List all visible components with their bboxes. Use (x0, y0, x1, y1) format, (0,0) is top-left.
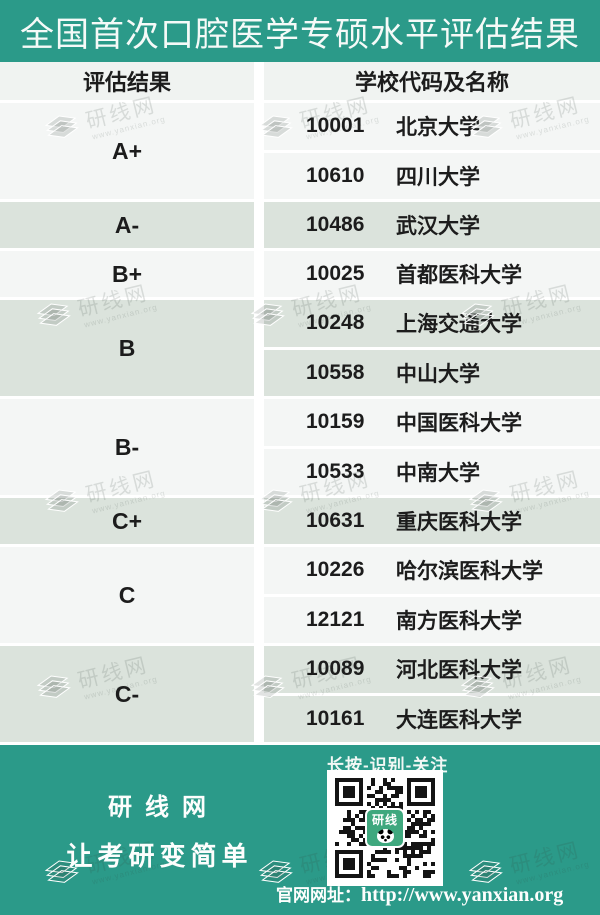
group-rows: A+ 10001 北京大学 10610 四川大学 A- 10486 武汉大学 B+ 10025 首都… (0, 103, 600, 742)
school-list: 10159 中国医科大学 10533 中南大学 (264, 399, 600, 495)
school-row: 10533 中南大学 (264, 445, 600, 495)
grade-group: C- 10089 河北医科大学 10161 大连医科大学 (0, 646, 600, 742)
grade-group: C 10226 哈尔滨医科大学 12121 南方医科大学 (0, 547, 600, 643)
grade-label: A- (114, 211, 140, 238)
site-url-label: 官网网址： (276, 886, 361, 905)
panda-icon (376, 828, 394, 843)
school-name: 中南大学 (396, 461, 480, 485)
school-row: 10558 中山大学 (264, 346, 600, 396)
grade-cell: C- (0, 646, 254, 742)
school-name: 中山大学 (396, 362, 480, 386)
grade-label: B- (114, 433, 140, 460)
footer: 长按-识别-关注 研线 研线网 让考研变简单 官网网址：http://www.y… (0, 745, 600, 915)
school-code: 10161 (306, 706, 365, 730)
school-row: 10025 首都医科大学 (264, 251, 600, 297)
school-code: 10226 (306, 558, 365, 582)
school-name: 武汉大学 (396, 215, 480, 238)
school-row: 10089 河北医科大学 (264, 646, 600, 693)
school-code: 10533 (306, 459, 365, 483)
grade-group: B 10248 上海交通大学 10558 中山大学 (0, 300, 600, 396)
grade-group: B+ 10025 首都医科大学 (0, 251, 600, 297)
school-row: 10248 上海交通大学 (264, 300, 600, 347)
brand-name: 研线网 (108, 794, 219, 821)
school-code: 10631 (306, 509, 365, 532)
header-cell-school: 学校代码及名称 (264, 62, 600, 100)
school-row: 10631 重庆医科大学 (264, 498, 600, 544)
brand-slogan: 研线网 让考研变简单 (32, 787, 282, 873)
school-list: 10089 河北医科大学 10161 大连医科大学 (264, 646, 600, 742)
grade-cell: B (0, 300, 254, 396)
site-url-line: 官网网址：http://www.yanxian.org (276, 881, 563, 907)
school-code: 10025 (306, 262, 365, 285)
school-name: 河北医科大学 (396, 659, 522, 683)
grade-cell: A- (0, 202, 254, 248)
school-code: 10610 (306, 163, 365, 187)
grade-group: A+ 10001 北京大学 10610 四川大学 (0, 103, 600, 199)
school-name: 哈尔滨医科大学 (396, 560, 543, 584)
grade-cell: C (0, 547, 254, 643)
school-code: 12121 (306, 607, 365, 631)
school-name: 首都医科大学 (396, 264, 522, 287)
brand-tagline: 让考研变简单 (66, 841, 253, 871)
school-row: 10226 哈尔滨医科大学 (264, 547, 600, 594)
grade-label: B+ (111, 260, 143, 287)
school-row: 10159 中国医科大学 (264, 399, 600, 446)
school-list: 10248 上海交通大学 10558 中山大学 (264, 300, 600, 396)
school-code: 10486 (306, 213, 365, 236)
school-code: 10159 (306, 410, 365, 434)
school-list: 10025 首都医科大学 (264, 251, 600, 297)
grade-label: A+ (111, 137, 143, 164)
banner: 全国首次口腔医学专硕水平评估结果 (0, 0, 600, 62)
grade-group: B- 10159 中国医科大学 10533 中南大学 (0, 399, 600, 495)
school-name: 北京大学 (396, 116, 480, 140)
site-url: http://www.yanxian.org (361, 884, 564, 906)
grade-group: A- 10486 武汉大学 (0, 202, 600, 248)
school-list: 10001 北京大学 10610 四川大学 (264, 103, 600, 199)
school-name: 中国医科大学 (396, 412, 522, 436)
school-list: 10226 哈尔滨医科大学 12121 南方医科大学 (264, 547, 600, 643)
qr-logo-text: 研线 (371, 812, 398, 827)
grade-label: C+ (111, 507, 143, 534)
school-row: 10610 四川大学 (264, 149, 600, 199)
results-table: 评估结果 学校代码及名称 A+ 10001 北京大学 10610 四川大学 A- 10486… (0, 62, 600, 742)
qr-logo: 研线 (365, 808, 405, 848)
grade-cell: A+ (0, 103, 254, 199)
school-row: 10001 北京大学 (264, 103, 600, 150)
table-header: 评估结果 学校代码及名称 (0, 62, 600, 100)
school-code: 10558 (306, 360, 365, 384)
grade-cell: C+ (0, 498, 254, 544)
grade-cell: B+ (0, 251, 254, 297)
school-code: 10089 (306, 657, 365, 681)
school-name: 重庆医科大学 (396, 511, 522, 534)
grade-cell: B- (0, 399, 254, 495)
school-row: 10486 武汉大学 (264, 202, 600, 248)
school-list: 10631 重庆医科大学 (264, 498, 600, 544)
school-row: 12121 南方医科大学 (264, 593, 600, 643)
school-code: 10248 (306, 311, 365, 335)
grade-label: C- (114, 680, 140, 707)
school-name: 上海交通大学 (396, 313, 522, 337)
school-code: 10001 (306, 114, 365, 138)
grade-label: B (118, 334, 136, 361)
qr-code: 研线 (327, 770, 443, 886)
grade-group: C+ 10631 重庆医科大学 (0, 498, 600, 544)
grade-label: C (118, 581, 136, 608)
school-name: 南方医科大学 (396, 609, 522, 633)
school-list: 10486 武汉大学 (264, 202, 600, 248)
page-title: 全国首次口腔医学专硕水平评估结果 (20, 16, 580, 54)
qr-matrix (327, 770, 443, 886)
header-cell-grade: 评估结果 (0, 62, 254, 100)
school-name: 四川大学 (396, 165, 480, 189)
school-name: 大连医科大学 (396, 708, 522, 732)
school-row: 10161 大连医科大学 (264, 692, 600, 742)
